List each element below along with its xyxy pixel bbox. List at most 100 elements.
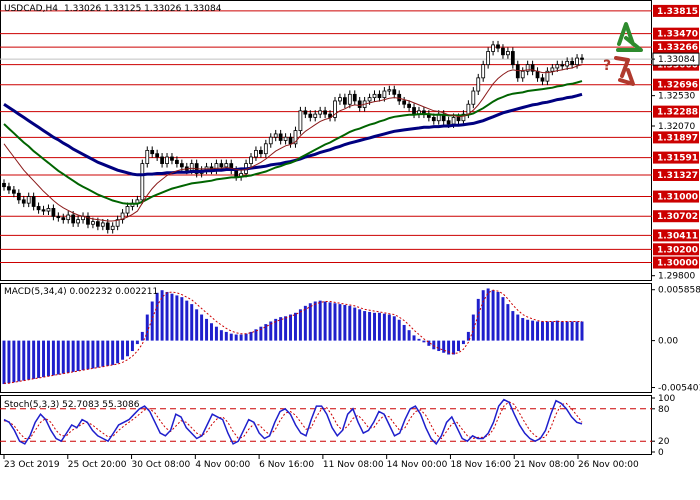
candle-body [259,149,263,155]
candle-body [7,186,11,191]
candle-body [46,208,51,212]
macd-title: MACD(5,34,4) 0.002232 0.002211 [4,287,158,297]
macd-bar [71,340,75,372]
time-tick-label: 30 Oct 08:00 [132,460,191,470]
level-label-box [653,27,699,40]
macd-bar [180,297,184,341]
macd-bar [298,309,302,341]
level-label: 1.30411 [657,231,698,241]
candle-body [2,182,6,188]
candle-body [115,219,120,227]
macd-bar [126,340,129,357]
level-label: 1.31000 [657,193,698,203]
candle-body [219,163,224,168]
price-tick-label: 1.29800 [658,272,695,282]
candle-body [530,64,535,72]
candle-body [254,149,258,158]
candle-body [397,93,402,102]
macd-bar [66,340,70,373]
candle-body [179,163,184,168]
candle-body [125,206,130,214]
candle-body [372,93,377,99]
macd-bar [279,317,283,341]
candle-body [66,214,71,221]
candle-body [155,153,160,158]
candle-body [456,117,461,122]
candle-body [36,206,41,211]
candle-body [392,89,397,95]
candle-body [407,103,411,108]
macd-bar [308,303,312,341]
macd-bar [466,331,470,341]
candle-body [402,100,407,105]
macd-bar [545,321,549,341]
candle-body [224,163,229,168]
candle-body [476,77,481,92]
macd-bar [76,340,80,372]
level-label-box [653,41,699,54]
candle-body [471,90,476,105]
macd-bar [442,340,446,353]
candle-body [105,222,110,230]
candle-body [145,149,150,164]
macd-bar [536,321,540,341]
macd-bar [150,301,154,341]
candle-body [555,64,560,69]
macd-bar [121,340,125,360]
macd-bar [575,321,579,341]
stoch-tick-label: 100 [658,394,675,404]
candle-body [525,64,530,72]
candle-body [268,136,273,145]
candle-body [486,51,491,66]
macd-bar [37,340,41,378]
macd-bar [259,326,263,341]
candle-body [323,110,327,115]
time-tick-label: 14 Nov 00:00 [387,460,448,470]
level-label-box [653,105,699,118]
candle-body [540,77,545,82]
macd-bar [293,312,297,341]
macd-bar [130,340,134,352]
macd-bar [407,330,411,341]
macd-bar [205,318,209,341]
candle-body [580,57,584,60]
macd-bar [42,340,46,378]
level-label: 1.33815 [657,7,698,17]
macd-bar [412,335,416,341]
candle-body [510,51,515,66]
macd-bar [437,340,441,352]
price-panel-frame [0,0,652,281]
macd-bar [506,304,510,341]
macd-bar [417,338,421,341]
candle-body [560,64,565,67]
candle-body [550,67,555,72]
macd-bar [318,300,322,341]
candle-body [520,70,525,79]
macd-bar [32,340,36,379]
time-tick-label: 25 Oct 20:00 [68,460,127,470]
candle-body [26,196,31,204]
time-tick-label: 23 Oct 2019 [4,460,60,470]
candle-body [491,44,495,52]
candle-body [120,212,125,221]
candle-body [575,57,579,66]
time-tick-label: 4 Nov 00:00 [195,460,250,470]
price-tick-label: 1.32070 [658,122,695,132]
macd-bar [338,304,342,341]
candle-body [451,117,456,125]
macd-bar [51,340,55,376]
candle-body [175,159,179,164]
macd-bar [387,314,391,341]
macd-bar [457,340,460,352]
candle-body [31,196,36,207]
level-label: 1.30702 [657,212,698,222]
level-label: 1.30200 [657,245,698,255]
level-label-box [653,243,699,256]
macd-bar [81,340,85,371]
candle-body [283,136,288,141]
level-label-box [653,131,699,144]
candle-body [342,97,347,105]
macd-bar [313,301,317,341]
candle-body [367,97,372,102]
macd-bar [145,314,149,341]
